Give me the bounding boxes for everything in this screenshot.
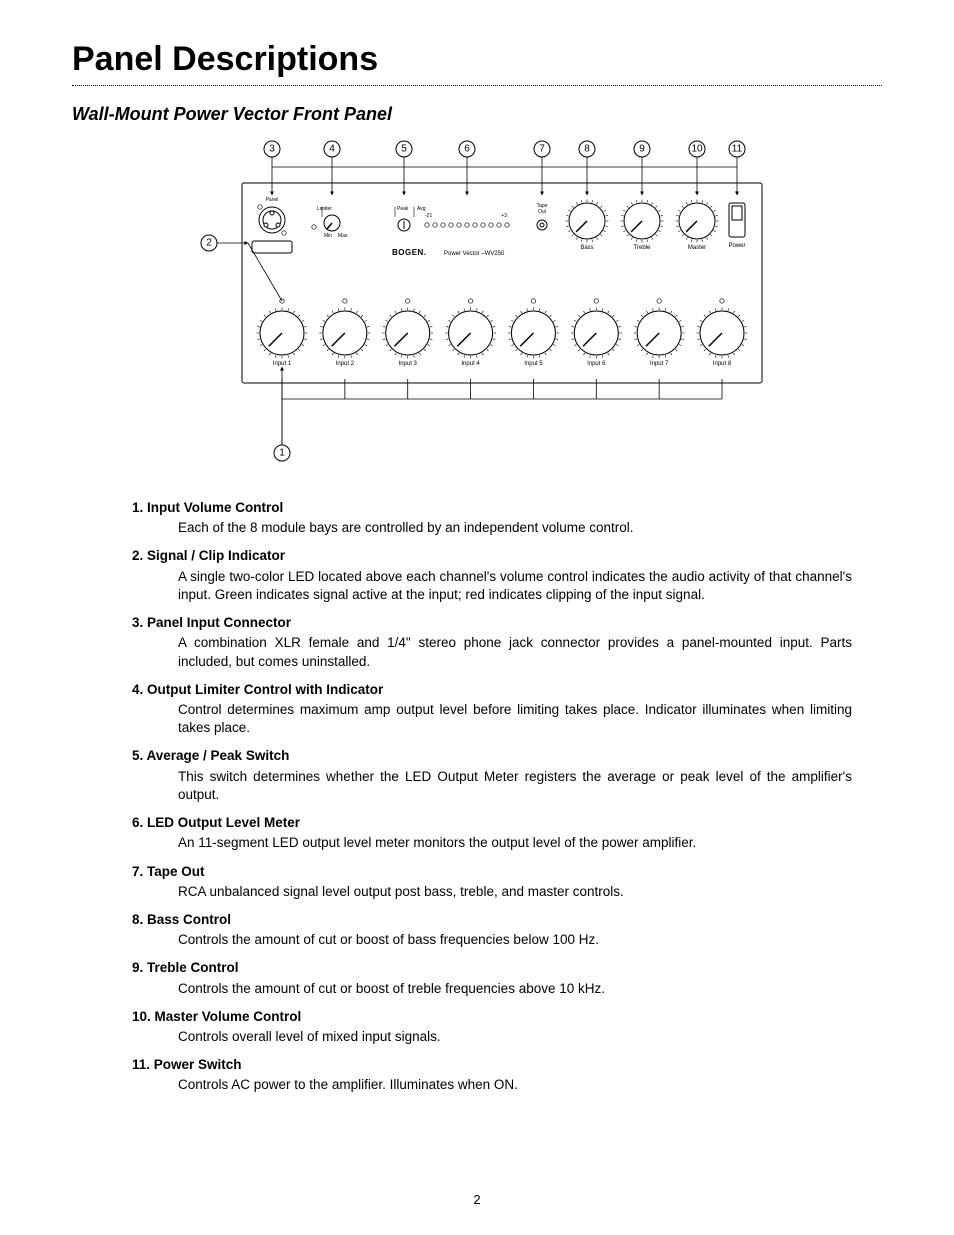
svg-text:11: 11	[732, 144, 743, 155]
svg-text:Input 7: Input 7	[650, 361, 669, 367]
description-item-title: 5. Average / Peak Switch	[132, 747, 852, 765]
svg-text:Input 3: Input 3	[399, 361, 418, 367]
description-item: 1. Input Volume Control Each of the 8 mod…	[132, 499, 852, 537]
description-item: 7. Tape Out RCA unbalanced signal level o…	[132, 863, 852, 901]
svg-text:Avg: Avg	[417, 206, 426, 212]
svg-text:Input 4: Input 4	[461, 361, 480, 367]
description-item-body: This switch determines whether the LED O…	[178, 768, 852, 804]
description-item-body: Controls AC power to the amplifier. Illu…	[178, 1076, 852, 1094]
svg-text:10: 10	[691, 144, 703, 155]
svg-text:Input 1: Input 1	[273, 361, 292, 367]
svg-text:Treble: Treble	[634, 245, 651, 251]
description-item-title: 6. LED Output Level Meter	[132, 814, 852, 832]
description-item-title: 1. Input Volume Control	[132, 499, 852, 517]
svg-text:Panel: Panel	[266, 197, 279, 203]
description-item: 4. Output Limiter Control with Indicator…	[132, 681, 852, 738]
description-item-body: Each of the 8 module bays are controlled…	[178, 519, 852, 537]
description-item-title: 11. Power Switch	[132, 1056, 852, 1074]
description-item: 5. Average / Peak Switch This switch dete…	[132, 747, 852, 804]
description-item-body: Controls the amount of cut or boost of b…	[178, 931, 852, 949]
description-item-title: 4. Output Limiter Control with Indicator	[132, 681, 852, 699]
description-item: 2. Signal / Clip Indicator A single two-c…	[132, 547, 852, 604]
svg-text:Limiter: Limiter	[317, 206, 332, 212]
description-item: 10. Master Volume Control Controls overal…	[132, 1008, 852, 1046]
svg-text:7: 7	[539, 144, 545, 155]
svg-text:6: 6	[464, 144, 470, 155]
svg-text:Min: Min	[324, 233, 332, 239]
description-item-body: RCA unbalanced signal level output post …	[178, 883, 852, 901]
description-item-title: 8. Bass Control	[132, 911, 852, 929]
description-item-body: Control determines maximum amp output le…	[178, 701, 852, 737]
svg-text:Master: Master	[688, 245, 706, 251]
description-list: 1. Input Volume Control Each of the 8 mod…	[132, 499, 852, 1095]
svg-text:Power Vector –WV250: Power Vector –WV250	[444, 251, 505, 257]
description-item-body: A single two-color LED located above eac…	[178, 568, 852, 604]
description-item: 3. Panel Input Connector A combination XL…	[132, 614, 852, 671]
svg-text:Out: Out	[538, 209, 547, 215]
svg-text:-21: -21	[425, 213, 432, 219]
svg-text:3: 3	[269, 144, 275, 155]
svg-text:9: 9	[639, 144, 645, 155]
svg-text:Input 8: Input 8	[713, 361, 732, 367]
panel-diagram: PanelLimiterMinMaxPeakAvg-21+3TapeOutBas…	[177, 135, 777, 475]
description-item-body: A combination XLR female and 1/4" stereo…	[178, 634, 852, 670]
svg-text:Bass: Bass	[580, 245, 593, 251]
svg-text:Peak: Peak	[397, 206, 409, 212]
svg-text:Input 2: Input 2	[336, 361, 355, 367]
description-item: 11. Power Switch Controls AC power to the…	[132, 1056, 852, 1094]
page-number: 2	[0, 1192, 954, 1207]
description-item-body: Controls overall level of mixed input si…	[178, 1028, 852, 1046]
svg-text:Input 5: Input 5	[524, 361, 543, 367]
description-item: 6. LED Output Level Meter An 11-segment L…	[132, 814, 852, 852]
description-item-body: Controls the amount of cut or boost of t…	[178, 980, 852, 998]
description-item-body: An 11-segment LED output level meter mon…	[178, 834, 852, 852]
description-item-title: 9. Treble Control	[132, 959, 852, 977]
svg-text:Max: Max	[338, 233, 348, 239]
description-item: 9. Treble Control Controls the amount of …	[132, 959, 852, 997]
description-item: 8. Bass Control Controls the amount of cu…	[132, 911, 852, 949]
description-item-title: 7. Tape Out	[132, 863, 852, 881]
svg-text:Input 6: Input 6	[587, 361, 606, 367]
svg-text:1: 1	[279, 448, 285, 459]
svg-text:8: 8	[584, 144, 590, 155]
svg-text:2: 2	[206, 238, 212, 249]
svg-text:5: 5	[401, 144, 407, 155]
section-subtitle: Wall-Mount Power Vector Front Panel	[72, 104, 882, 125]
svg-text:Power: Power	[728, 243, 745, 249]
svg-text:4: 4	[329, 144, 335, 155]
description-item-title: 10. Master Volume Control	[132, 1008, 852, 1026]
svg-text:BOGEN.: BOGEN.	[392, 248, 427, 257]
title-rule	[72, 85, 882, 86]
description-item-title: 3. Panel Input Connector	[132, 614, 852, 632]
svg-text:+3: +3	[501, 213, 507, 219]
page-title: Panel Descriptions	[72, 40, 882, 79]
description-item-title: 2. Signal / Clip Indicator	[132, 547, 852, 565]
